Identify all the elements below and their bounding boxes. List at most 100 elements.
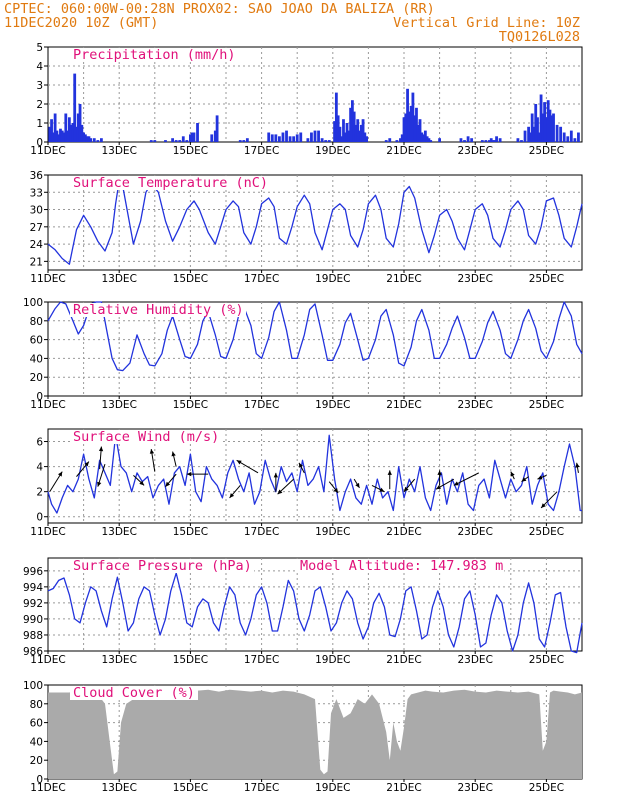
precipitation-bar <box>488 140 491 142</box>
precipitation-bar <box>350 100 354 142</box>
precipitation-bar <box>281 132 285 142</box>
wind-arrow <box>133 475 145 486</box>
precipitation-bar <box>267 132 271 142</box>
precipitation-bar <box>520 140 523 142</box>
precipitation-title-backdrop <box>70 48 238 62</box>
precipitation-bar <box>400 134 404 142</box>
pressure-title-backdrop <box>70 559 254 573</box>
wind-title: Surface Wind (m/s) <box>73 429 219 445</box>
precipitation-bar <box>422 134 425 142</box>
precipitation-bar <box>185 140 189 142</box>
precipitation-bar <box>423 130 427 142</box>
precipitation-bar <box>429 140 433 142</box>
precipitation-bar <box>361 119 365 142</box>
temperature-panel: 21 24 27 30 33 36 11DEC 13DEC 15DEC 17DEC 19DEC 21D… <box>30 170 583 285</box>
wind-ytick-label: 2 <box>36 487 43 499</box>
precipitation-bar <box>349 107 352 142</box>
humidity-xtick-label: 13DEC <box>101 399 136 411</box>
pressure-panel: 986 988 990 992 994 996 11DEC 13DEC 15DEC 17DEC 19… <box>23 557 583 666</box>
precipitation-bar <box>569 130 573 142</box>
precipitation-bar <box>238 140 242 142</box>
humidity-panel: 0 20 40 60 80 100 11DEC 13DEC 15DEC 17DEC 19DEC 21D… <box>23 297 583 411</box>
precipitation-bar <box>92 138 96 142</box>
precipitation-bar <box>537 132 541 142</box>
temperature-xtick-label: 15DEC <box>173 273 208 285</box>
wind-arrow <box>98 446 104 470</box>
wind-arrow <box>149 448 156 472</box>
cloud-cover-area <box>48 689 582 779</box>
precipitation-bar <box>320 138 324 142</box>
precipitation-bar <box>363 132 367 142</box>
wind-line <box>47 434 582 514</box>
cloud-cover-xtick-label: 17DEC <box>244 782 279 794</box>
temperature-xtick-label: 23DEC <box>457 273 492 285</box>
precipitation-bar <box>288 136 292 142</box>
pressure-annotation-backdrop <box>296 559 504 573</box>
precipitation-bar <box>548 109 552 142</box>
cloud-cover-xtick-label: 19DEC <box>315 782 350 794</box>
humidity-xtick-label: 11DEC <box>30 399 65 411</box>
cloud-cover-xtick-label: 21DEC <box>386 782 421 794</box>
precipitation-bar <box>530 113 534 142</box>
temperature-title: Surface Temperature (nC) <box>73 175 268 191</box>
humidity-ytick-label: 100 <box>23 297 43 309</box>
wind-arrow <box>171 451 177 467</box>
precipitation-bar <box>489 138 493 142</box>
precipitation-bar <box>559 126 563 142</box>
wind-arrow <box>510 471 515 480</box>
wind-arrow <box>540 491 558 509</box>
precipitation-bar <box>340 136 344 142</box>
humidity-line <box>47 301 583 372</box>
precipitation-xtick-label: 21DEC <box>386 145 421 157</box>
precipitation-bar <box>292 136 296 142</box>
pressure-ytick-label: 988 <box>23 630 43 642</box>
precipitation-bar <box>555 124 559 142</box>
precipitation-bar <box>57 134 61 142</box>
wind-ytick-label: 0 <box>36 512 43 524</box>
wind-arrow <box>229 485 241 499</box>
precipitation-bar <box>415 107 418 142</box>
humidity-xtick-label: 25DEC <box>529 399 564 411</box>
temperature-xtick-label: 19DEC <box>315 273 350 285</box>
precipitation-bar <box>80 124 84 142</box>
precipitation-bar <box>299 132 303 142</box>
wind-arrow <box>236 459 259 474</box>
wind-xtick-label: 21DEC <box>386 526 421 538</box>
precipitation-bar <box>295 134 299 142</box>
pressure-ytick-label: 994 <box>23 582 43 594</box>
precipitation-ytick-label: 4 <box>36 61 43 73</box>
precipitation-bar <box>532 126 536 142</box>
humidity-ytick-label: 0 <box>36 391 43 403</box>
precipitation-bar <box>358 130 361 142</box>
precipitation-bar <box>55 130 59 142</box>
wind-xtick-label: 23DEC <box>457 526 492 538</box>
precipitation-bar <box>438 138 441 142</box>
cloud-cover-title: Cloud Cover (%) <box>73 685 195 701</box>
precipitation-bar <box>324 140 328 142</box>
precipitation-bar <box>523 130 527 142</box>
temperature-xtick-label: 25DEC <box>529 273 564 285</box>
cloud-cover-xtick-label: 25DEC <box>529 782 564 794</box>
precipitation-bar <box>62 132 66 142</box>
precipitation-bar <box>85 136 89 142</box>
precipitation-bar <box>516 138 520 142</box>
precipitation-bar <box>480 140 484 142</box>
precipitation-bar <box>87 136 91 142</box>
cloud-cover-ytick-label: 80 <box>30 699 43 711</box>
temperature-ytick-label: 27 <box>30 222 43 234</box>
cloud-cover-panel: 0 20 40 60 80 100 11DEC 13DEC 15DEC 17DEC 19DEC 21D… <box>23 680 583 794</box>
precipitation-bar <box>338 126 342 142</box>
precipitation-bar <box>416 124 420 142</box>
pressure-xtick-label: 13DEC <box>101 654 136 666</box>
precipitation-bar <box>285 130 288 142</box>
cloud-cover-ytick-label: 40 <box>30 736 43 748</box>
precipitation-bar <box>404 113 408 142</box>
precipitation-bar <box>333 121 336 142</box>
precipitation-bar <box>493 140 497 142</box>
precipitation-bar <box>399 138 402 142</box>
wind-arrow <box>277 478 294 495</box>
wind-arrow <box>49 471 63 492</box>
precipitation-ytick-label: 1 <box>36 118 43 130</box>
temperature-xtick-label: 21DEC <box>386 273 421 285</box>
